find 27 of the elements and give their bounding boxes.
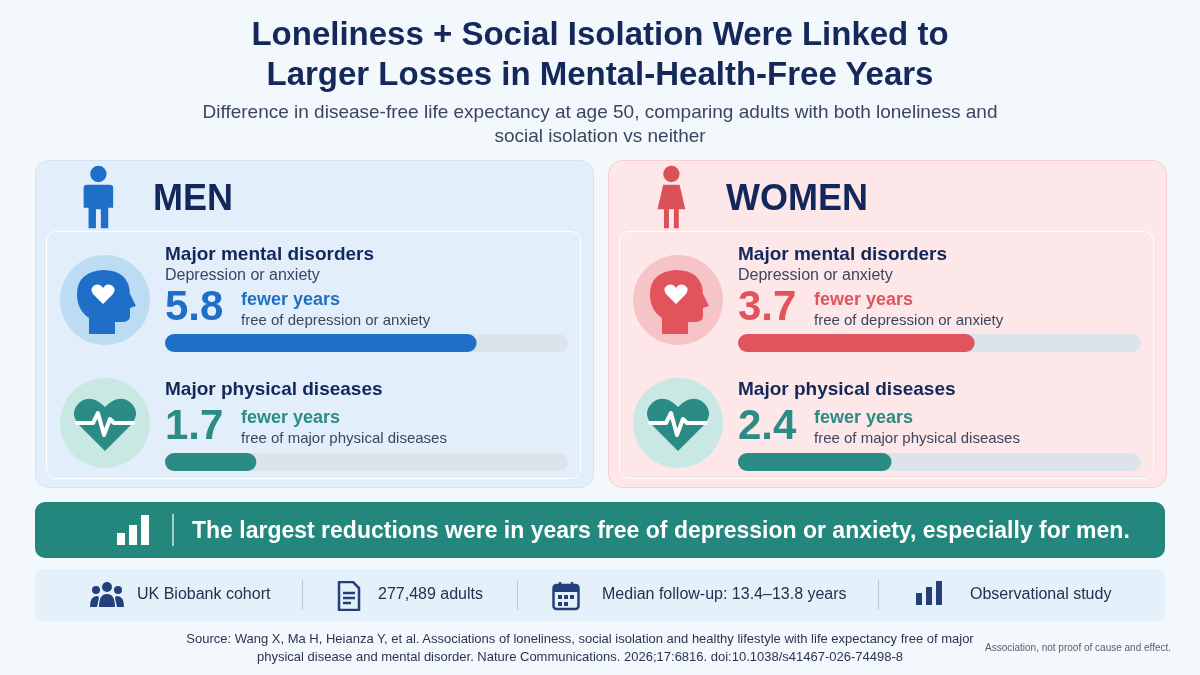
y-tick-label: Major physical diseases	[165, 377, 383, 399]
annotation: fewer years	[241, 289, 341, 309]
y-tick-label: Major mental disorders	[165, 242, 375, 264]
annotation: fewer years	[814, 407, 914, 427]
text: Association, not proof of cause and effect.	[985, 642, 1173, 653]
text: Median follow-up: 13.4–13.8 years	[602, 585, 847, 603]
annotation: fewer years	[241, 407, 341, 427]
text: UK Biobank cohort	[137, 585, 271, 603]
data-label: 2.4	[738, 400, 798, 448]
annotation: fewer years	[814, 289, 914, 309]
data-label: 1.7	[165, 400, 224, 448]
text: Observational study	[970, 585, 1112, 603]
chart-title: WOMEN	[726, 177, 868, 219]
text: Difference in disease-free life expectancy at age 50, comparing adults with both loneliness and social isolation vs neither	[201, 100, 999, 148]
annotation: Depression or anxiety	[165, 265, 320, 283]
y-tick-label: Major mental disorders	[738, 242, 948, 264]
text: Loneliness + Social Isolation Were Linked to Larger Losses in Mental-Health-Free Years	[250, 14, 950, 94]
y-tick-label: Major physical diseases	[738, 377, 956, 399]
source-note: Source: Wang X, Ma H, Heianza Y, et al. Associations of loneliness, social isolation and healthy lifestyle with life expectancy free of major physical disease and mental disorder. Nature Communications. 2026;17:6816. doi:10.1038/s41467-026-74498-8	[185, 630, 975, 666]
annotation: free of depression or anxiety	[814, 310, 1004, 328]
text: 277,489 adults	[378, 585, 483, 603]
text: The largest reductions were in years free of depression or anxiety, especially for men.	[192, 516, 1131, 545]
annotation: free of major physical diseases	[241, 428, 447, 446]
annotation: Depression or anxiety	[738, 265, 893, 283]
annotation: free of depression or anxiety	[241, 310, 431, 328]
chart-title: MEN	[153, 177, 233, 219]
annotation: free of major physical diseases	[814, 428, 1020, 446]
